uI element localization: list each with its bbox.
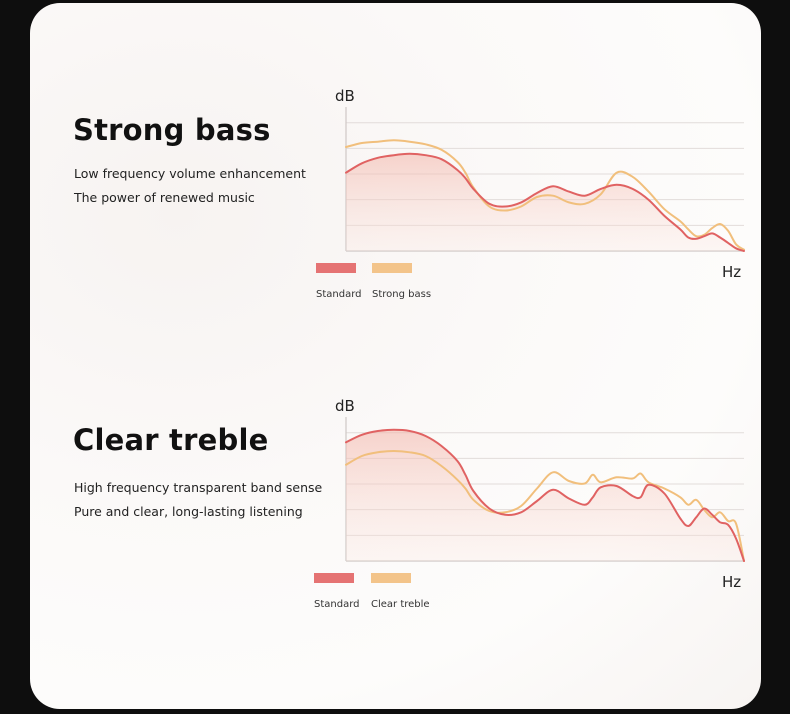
section-title: Strong bass	[73, 113, 271, 147]
x-axis-label: Hz	[722, 263, 741, 281]
series-line-standard	[345, 152, 745, 252]
legend-label: Clear treble	[371, 599, 430, 610]
section-title: Clear treble	[73, 423, 269, 457]
clear-treble-section: Clear treble High frequency transparent …	[30, 393, 761, 693]
x-axis-label: Hz	[722, 573, 741, 591]
section-description-line: Pure and clear, long-lasting listening	[74, 504, 303, 519]
section-description-line: The power of renewed music	[74, 190, 255, 205]
series-line-standard	[345, 428, 745, 562]
legend-swatch-clear-treble	[371, 573, 411, 583]
y-axis-label: dB	[335, 397, 355, 415]
strong-bass-chart: dB Hz	[300, 83, 745, 313]
legend-swatch-strong-bass	[372, 263, 412, 273]
standard-area-fill	[346, 153, 744, 251]
legend-swatch-standard	[316, 263, 356, 273]
strong-bass-section: Strong bass Low frequency volume enhance…	[30, 83, 761, 383]
series-line-clear-treble	[345, 450, 745, 562]
section-description-line: High frequency transparent band sense	[74, 480, 323, 495]
legend-label: Standard	[314, 599, 360, 610]
legend-swatch-standard	[314, 573, 354, 583]
section-description-line: Low frequency volume enhancement	[74, 166, 306, 181]
clear-treble-chart: dB Hz	[300, 393, 745, 623]
legend-label: Strong bass	[372, 289, 432, 300]
chart-svg: dB Hz	[335, 87, 745, 281]
series-line-strong-bass	[345, 139, 745, 251]
legend-label: Standard	[316, 289, 362, 300]
chart-svg: dB Hz	[335, 397, 745, 591]
y-axis-label: dB	[335, 87, 355, 105]
product-card: Strong bass Low frequency volume enhance…	[30, 3, 761, 709]
